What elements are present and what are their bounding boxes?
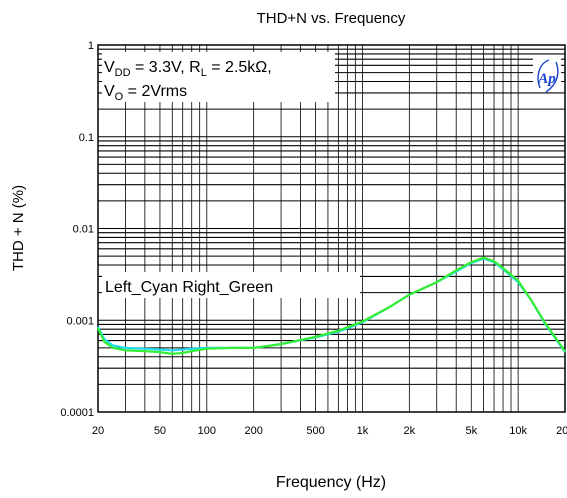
legend-text: Left_Cyan Right_Green [105, 279, 273, 296]
conditions-line-1: VDD = 3.3V, RL = 2.5kΩ, [104, 59, 272, 79]
y-tick-label: 1 [88, 40, 94, 52]
plot-frame [97, 44, 566, 413]
chart-title: THD+N vs. Frequency [257, 10, 406, 27]
x-tick-label: 5k [465, 425, 477, 437]
conditions-box [102, 52, 335, 102]
conditions-line-2: VO = 2Vrms [104, 83, 187, 103]
ap-logo-text: Ap [537, 71, 556, 87]
y-tick-label: 0.1 [79, 132, 94, 144]
grid [98, 45, 565, 412]
x-tick-label: 10k [509, 425, 527, 437]
x-tick-label: 2k [404, 425, 416, 437]
series-layer [97, 256, 566, 355]
ap-logo: Ap [533, 58, 561, 93]
x-tick-label: 500 [306, 425, 324, 437]
y-tick-label: 0.001 [66, 315, 94, 327]
x-tick-label: 20 [92, 425, 104, 437]
x-axis-label: Frequency (Hz) [276, 474, 386, 491]
x-tick-label: 1k [357, 425, 369, 437]
series-line-2 [97, 256, 566, 355]
y-tick-label: 0.01 [73, 224, 94, 236]
x-tick-label: 100 [198, 425, 216, 437]
x-tick-label: 200 [244, 425, 262, 437]
y-tick-labels: 1 0.1 0.01 0.001 0.0001 [60, 40, 94, 419]
legend-box [102, 272, 360, 298]
x-tick-labels: 20 50 100 200 500 1k 2k 5k 10k 20k [92, 425, 567, 437]
y-tick-label: 0.0001 [60, 407, 94, 419]
x-tick-label: 20k [556, 425, 567, 437]
y-axis-label: THD + N (%) [10, 185, 27, 271]
x-tick-label: 50 [154, 425, 166, 437]
